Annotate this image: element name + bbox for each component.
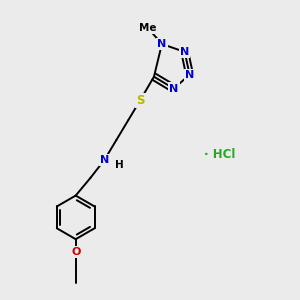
Text: N: N — [100, 155, 109, 165]
Text: N: N — [157, 39, 167, 49]
Text: H: H — [115, 160, 124, 170]
Text: N: N — [169, 84, 178, 94]
Text: N: N — [180, 47, 189, 57]
Text: Me: Me — [139, 23, 157, 33]
Text: N: N — [185, 70, 194, 80]
Text: O: O — [71, 247, 80, 257]
Text: S: S — [136, 94, 144, 107]
Text: · HCl: · HCl — [204, 148, 235, 161]
